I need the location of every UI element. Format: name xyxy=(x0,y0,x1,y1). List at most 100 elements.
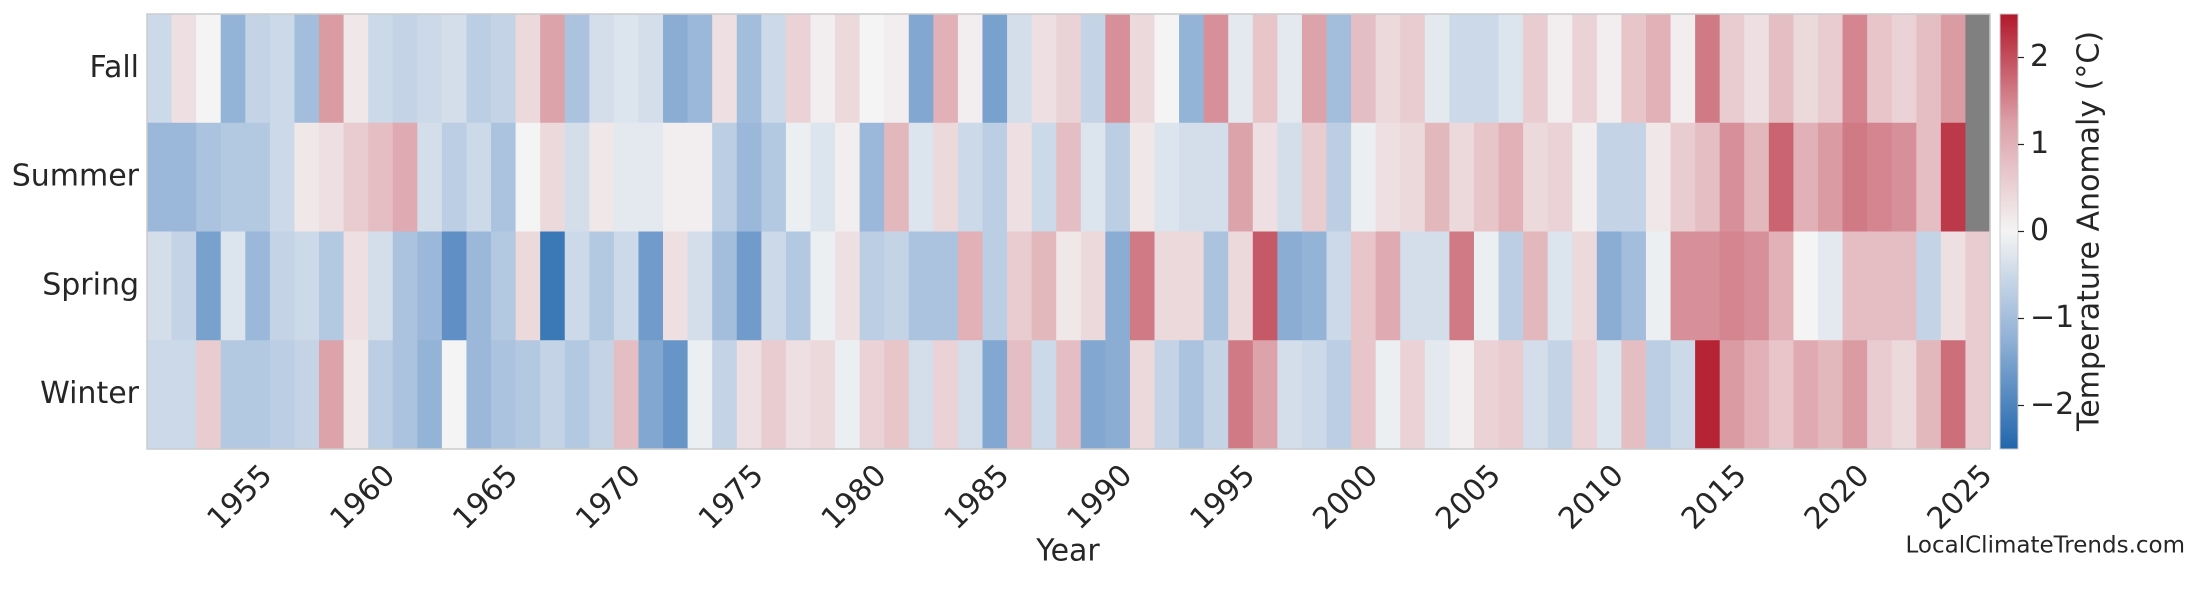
heatmap-cell xyxy=(1793,231,1819,341)
heatmap-cell xyxy=(1498,231,1524,341)
heatmap-cell xyxy=(269,231,296,341)
heatmap-cell xyxy=(835,231,861,341)
heatmap-cell xyxy=(1940,14,1967,124)
heatmap-cell xyxy=(613,122,640,233)
heatmap-cell xyxy=(147,231,173,341)
heatmap-cell xyxy=(196,340,222,450)
heatmap-cell xyxy=(515,340,541,450)
heatmap-cell xyxy=(1203,14,1229,124)
heatmap-cell xyxy=(1965,340,1991,450)
heatmap-cell xyxy=(982,231,1008,341)
x-tick-label: 2020 xyxy=(1798,458,1877,537)
heatmap-cell xyxy=(171,231,197,341)
heatmap-cell xyxy=(564,231,590,341)
heatmap-cell xyxy=(1179,14,1205,124)
x-tick-label: 1975 xyxy=(692,458,771,537)
heatmap-cell xyxy=(1105,14,1131,124)
heatmap-cell xyxy=(884,340,910,450)
colorbar-tick-label: 0 xyxy=(2030,213,2049,248)
heatmap-cell xyxy=(810,14,836,124)
heatmap-cell xyxy=(269,14,296,124)
colorbar-tick-label: −2 xyxy=(2030,387,2074,422)
heatmap-cell xyxy=(1203,340,1229,450)
heatmap-cell xyxy=(294,340,320,450)
heatmap-cell xyxy=(859,340,885,450)
heatmap-cell xyxy=(1252,122,1278,233)
heatmap-cell xyxy=(1645,122,1672,233)
heatmap-cell xyxy=(1007,340,1033,450)
heatmap-cell xyxy=(687,14,713,124)
heatmap-cell xyxy=(1031,14,1057,124)
heatmap-cell xyxy=(515,14,541,124)
heatmap-cell xyxy=(1129,122,1156,233)
row-label: Winter xyxy=(40,376,140,411)
heatmap-cell xyxy=(1572,231,1598,341)
heatmap-cell xyxy=(933,340,959,450)
heatmap-cell xyxy=(1891,122,1917,233)
heatmap-cell xyxy=(835,122,861,233)
colorbar-tick-label: 2 xyxy=(2030,39,2049,74)
heatmap-cell xyxy=(1473,340,1500,450)
heatmap-cell xyxy=(319,231,345,341)
heatmap-cell xyxy=(1523,231,1549,341)
heatmap-cell xyxy=(1351,122,1377,233)
heatmap-cell xyxy=(1473,14,1500,124)
heatmap-cell xyxy=(1965,14,1991,124)
heatmap-cell xyxy=(1056,340,1082,450)
heatmap-cell xyxy=(1326,14,1352,124)
heatmap-cell xyxy=(1547,122,1573,233)
heatmap-cell xyxy=(712,231,738,341)
heatmap-cell xyxy=(441,14,468,124)
colorbar-tick-label: 1 xyxy=(2030,126,2049,161)
heatmap-cell xyxy=(343,231,369,341)
heatmap-cell xyxy=(1572,14,1598,124)
heatmap-cell xyxy=(884,14,910,124)
heatmap-cell xyxy=(466,340,492,450)
heatmap-cell xyxy=(1375,231,1401,341)
heatmap-cell xyxy=(1449,231,1475,341)
heatmap-cell xyxy=(1105,231,1131,341)
heatmap-cell xyxy=(982,122,1008,233)
heatmap-cell xyxy=(1179,122,1205,233)
heatmap-cell xyxy=(1252,14,1278,124)
heatmap-cell xyxy=(1129,340,1156,450)
heatmap-cell xyxy=(1056,14,1082,124)
heatmap-cell xyxy=(1768,340,1795,450)
heatmap-cell xyxy=(884,122,910,233)
heatmap-cell xyxy=(1695,340,1721,450)
heatmap-cell xyxy=(1891,14,1917,124)
heatmap-cell xyxy=(1695,14,1721,124)
heatmap-cell xyxy=(1080,122,1106,233)
row-label: Spring xyxy=(42,267,139,302)
heatmap-cell xyxy=(1744,231,1770,341)
heatmap-cell xyxy=(1842,231,1868,341)
heatmap-cell xyxy=(171,122,197,233)
heatmap-cell xyxy=(466,231,492,341)
heatmap-cell xyxy=(564,14,590,124)
heatmap-cell xyxy=(368,340,394,450)
heatmap-cell xyxy=(761,14,787,124)
heatmap-cell xyxy=(220,122,246,233)
heatmap-cell xyxy=(1596,340,1622,450)
x-tick-label: 1955 xyxy=(201,458,280,537)
heatmap-cell xyxy=(1916,231,1942,341)
heatmap-cell xyxy=(343,122,369,233)
heatmap-cell xyxy=(1621,122,1647,233)
heatmap-cell xyxy=(343,340,369,450)
heatmap-cell xyxy=(1768,14,1795,124)
heatmap-cell xyxy=(1375,14,1401,124)
heatmap-cell xyxy=(589,14,615,124)
heatmap-cell xyxy=(736,122,762,233)
heatmap-cell xyxy=(441,340,468,450)
heatmap-cell xyxy=(171,14,197,124)
heatmap-cell xyxy=(1744,340,1770,450)
heatmap-cell xyxy=(540,231,566,341)
heatmap-cell xyxy=(1007,14,1033,124)
heatmap-cell xyxy=(564,340,590,450)
heatmap-cell xyxy=(1228,14,1254,124)
heatmap-cell xyxy=(1817,231,1844,341)
heatmap-cell xyxy=(761,122,787,233)
heatmap-cell xyxy=(1916,14,1942,124)
heatmap-cell xyxy=(1498,14,1524,124)
heatmap-cell xyxy=(491,231,517,341)
